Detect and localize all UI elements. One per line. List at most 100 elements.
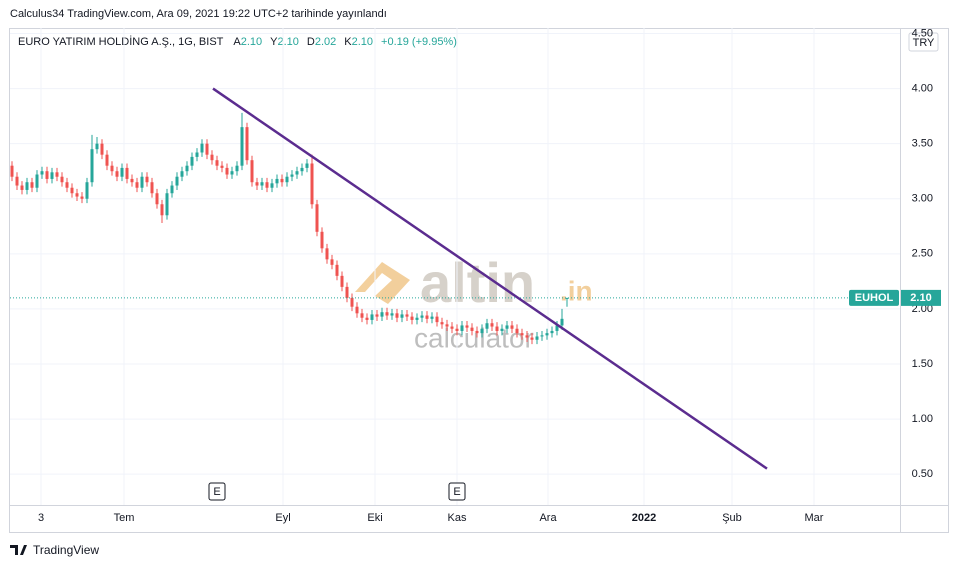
candle-body — [565, 297, 569, 299]
candle-body — [25, 182, 29, 190]
candle-body — [260, 182, 264, 186]
symbol-tag-label: EUHOL — [855, 292, 894, 304]
candle-body — [465, 325, 469, 328]
candle-body — [155, 193, 159, 205]
candle-body — [165, 193, 169, 216]
candle-body — [445, 324, 449, 327]
candle-body — [540, 335, 544, 337]
candle-body — [430, 316, 434, 319]
candle-body — [45, 171, 49, 179]
x-tick-label: 3 — [38, 512, 44, 524]
candle-body — [355, 306, 359, 314]
candle-body — [105, 154, 109, 166]
y-tick-label: 1.50 — [912, 358, 933, 370]
candle-body — [35, 174, 39, 188]
candle-body — [560, 318, 564, 326]
x-tick-label: 2022 — [632, 512, 656, 524]
watermark-sub: calculator — [414, 322, 534, 353]
y-tick-label: 0.50 — [912, 468, 933, 480]
candle-body — [480, 328, 484, 334]
candle-body — [60, 176, 64, 183]
candle-body — [470, 327, 474, 331]
candle-body — [455, 328, 459, 331]
candle-body — [330, 259, 334, 265]
watermark-suffix: .in — [560, 275, 593, 306]
candle-body — [505, 325, 509, 329]
y-tick-label: 4.00 — [912, 82, 933, 94]
candle-body — [85, 182, 89, 199]
candle-body — [65, 182, 69, 188]
candle-body — [210, 154, 214, 161]
candle-body — [300, 167, 304, 172]
candle-body — [150, 182, 154, 194]
candle-body — [525, 335, 529, 338]
x-tick-label: Şub — [722, 512, 742, 524]
candle-body — [240, 127, 244, 166]
event-marker — [208, 482, 226, 501]
change: +0.19 (+9.95%) — [381, 36, 457, 48]
watermark: altin .in calculator — [355, 251, 593, 353]
candle-body — [190, 156, 194, 166]
candle-body — [285, 176, 289, 183]
candle-body — [100, 143, 104, 155]
symbol: EURO YATIRIM HOLDİNG A.Ş., 1G, BIST — [18, 35, 224, 48]
candle-body — [130, 178, 134, 183]
candle-body — [550, 330, 554, 334]
ohlc-value: 2.10 — [352, 36, 373, 48]
candle-body — [310, 163, 314, 205]
candle-body — [545, 333, 549, 336]
candle-body — [170, 185, 174, 194]
candle-body — [510, 325, 514, 329]
x-tick-label: Eki — [367, 512, 382, 524]
price-tag-label: 2.10 — [910, 292, 931, 304]
candle-body — [215, 160, 219, 166]
candle-body — [200, 143, 204, 153]
candle-body — [340, 275, 344, 287]
candle-body — [380, 312, 384, 317]
candle-body — [450, 326, 454, 329]
y-tick-label: 3.50 — [912, 138, 933, 150]
candle-body — [290, 174, 294, 177]
candle-body — [410, 316, 414, 320]
ohlc-key: A — [233, 36, 241, 48]
candle-body — [360, 313, 364, 318]
candle-body — [315, 204, 319, 232]
candle-body — [495, 326, 499, 331]
candle-body — [110, 165, 114, 172]
candle-body — [20, 185, 24, 190]
footer-brand: TradingView — [33, 543, 99, 557]
candle-body — [530, 337, 534, 340]
candle-body — [335, 264, 339, 276]
candle-body — [15, 176, 19, 186]
candle-body — [390, 313, 394, 316]
candle-body — [75, 193, 79, 197]
candle-body — [365, 317, 369, 320]
y-tick-label: 4.50 — [912, 27, 933, 39]
candle-body — [345, 286, 349, 298]
candle-body — [400, 314, 404, 318]
candle-body — [440, 322, 444, 325]
footer-logo — [10, 545, 27, 555]
candle-body — [415, 317, 419, 320]
candle-body — [520, 333, 524, 336]
x-tick-label: Kas — [448, 512, 467, 524]
candle-body — [265, 182, 269, 188]
y-tick-label: 2.50 — [912, 248, 933, 260]
candle-body — [255, 182, 259, 186]
symbol-tag — [849, 289, 899, 306]
candle-body — [375, 314, 379, 317]
candle-body — [40, 171, 44, 175]
candle-body — [145, 176, 149, 183]
y-tick-label: 3.00 — [912, 193, 933, 205]
candle-body — [90, 149, 94, 183]
candle-body — [50, 172, 54, 179]
candle-body — [115, 171, 119, 177]
trendline — [212, 87, 768, 470]
candle-body — [535, 336, 539, 340]
candle-body — [120, 167, 124, 177]
candle-body — [235, 165, 239, 172]
candle-body — [385, 312, 389, 316]
published: Calculus34 TradingView.com, Ara 09, 2021… — [10, 8, 387, 20]
